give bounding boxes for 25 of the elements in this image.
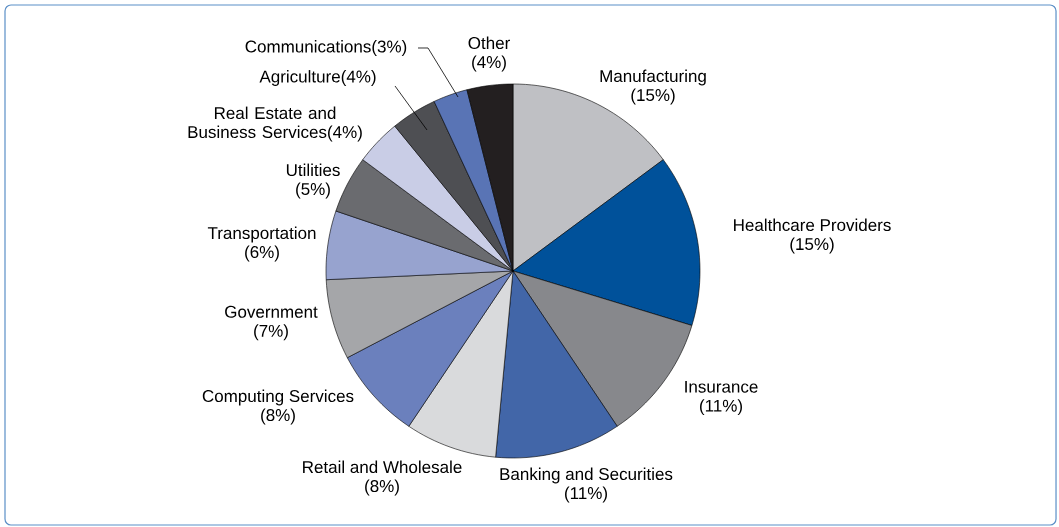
slice-label: Agriculture [259,70,340,86]
data-label: (3%) [372,40,407,56]
data-label: (15%) [631,88,675,105]
data-label: (6%) [245,245,279,262]
slice-label: Transportation [207,226,316,243]
data-label: (4%) [472,55,506,72]
data-label: (11%) [565,486,607,503]
data-label: (4%) [341,70,376,86]
slice-label: Insurance [685,380,758,393]
data-label: (8%) [365,479,399,496]
slice-label: Manufacturing [600,69,706,86]
data-label: (5%) [296,182,330,199]
slice-label: Communications [245,40,371,53]
slice-label: Utilities [286,163,340,177]
data-label: (11%) [700,399,742,416]
slice-label: Healthcare Providers [734,218,891,232]
data-label: (15%) [790,237,834,254]
slice-label: Banking and Securities [500,467,673,484]
slice-label: Other [468,36,510,50]
data-label: (4%) [328,125,362,142]
slice-label: Retail and Wholesale [303,460,462,474]
data-label: (7%) [254,324,288,341]
data-label: (8%) [261,408,295,425]
slice-label: Computing Services [202,389,354,406]
slice-label: Government [225,305,318,318]
